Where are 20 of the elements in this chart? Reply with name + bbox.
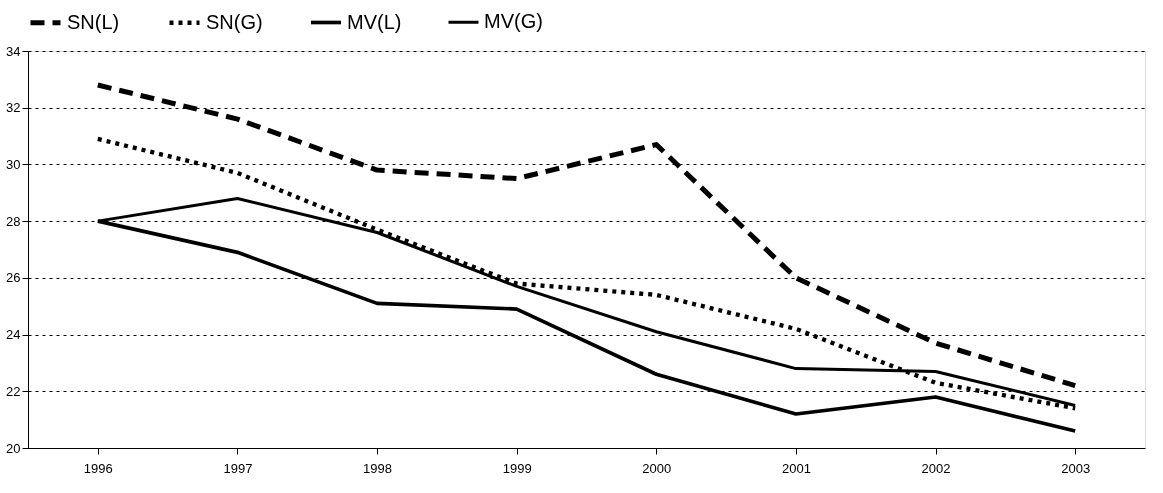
x-tick-label: 1997 (223, 460, 253, 476)
x-tick-label: 2003 (1061, 460, 1091, 476)
y-tick-label: 28 (6, 213, 21, 229)
legend-label: SN(G) (206, 10, 263, 33)
legend-label: MV(G) (484, 10, 543, 33)
y-tick-label: 32 (6, 100, 21, 116)
x-tick-label: 2000 (642, 460, 672, 476)
y-tick-label: 22 (6, 383, 21, 399)
y-tick-label: 30 (6, 156, 21, 172)
legend-label: SN(L) (67, 10, 120, 33)
x-tick-label: 2001 (781, 460, 811, 476)
x-tick-label: 1998 (363, 460, 393, 476)
x-tick-label: 1996 (83, 460, 113, 476)
legend-label: MV(L) (347, 10, 402, 33)
y-tick-label: 20 (6, 440, 21, 456)
x-tick-label: 2002 (921, 460, 951, 476)
y-tick-label: 26 (6, 270, 21, 286)
x-tick-label: 1999 (502, 460, 532, 476)
y-tick-label: 24 (6, 327, 21, 343)
y-tick-label: 34 (6, 43, 21, 59)
